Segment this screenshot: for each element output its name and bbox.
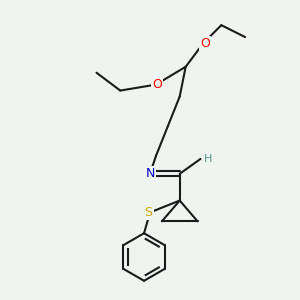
Text: S: S	[145, 206, 152, 219]
Text: N: N	[145, 167, 155, 180]
Text: H: H	[204, 154, 212, 164]
Text: O: O	[200, 37, 210, 50]
Text: O: O	[152, 78, 162, 91]
